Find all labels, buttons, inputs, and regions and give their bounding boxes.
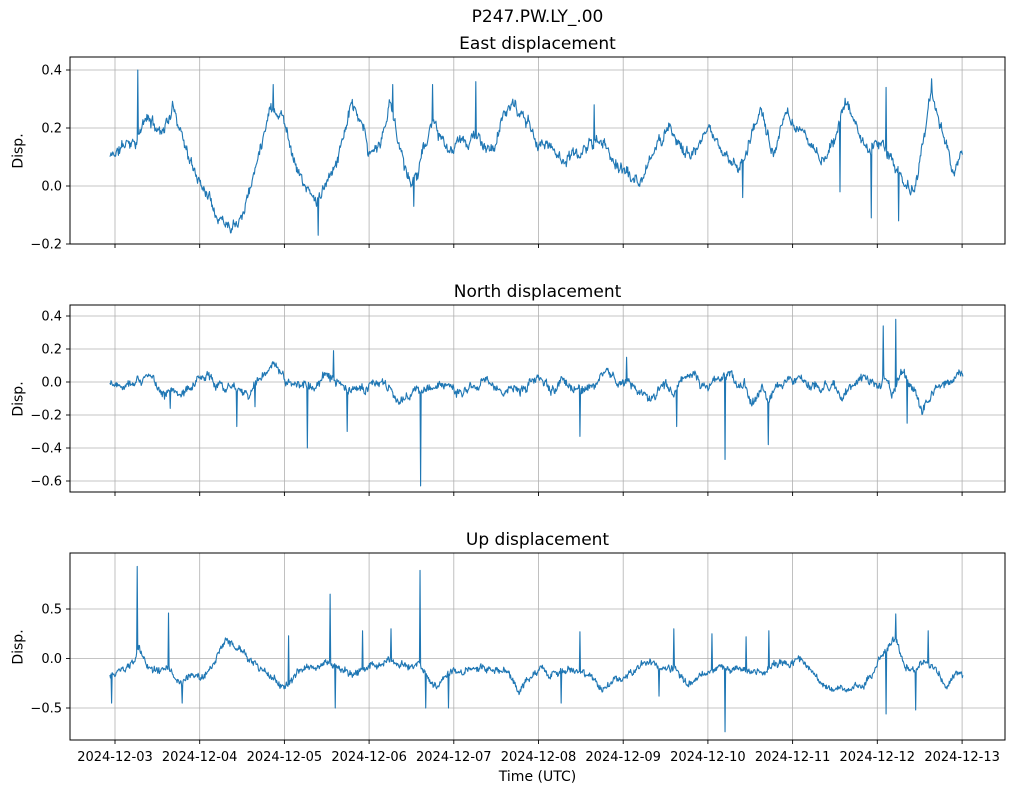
svg-text:0.2: 0.2 (41, 343, 62, 358)
y-axis-label-north: Disp. (2, 305, 36, 492)
svg-text:2024-12-11: 2024-12-11 (755, 750, 831, 765)
subplot-north: 0.4 0.2 0.0 −0.2 −0.4 −0.6 (30, 304, 1006, 496)
x-tick-labels: 2024-12-03 2024-12-04 2024-12-05 2024-12-06… (77, 750, 1000, 765)
grid-up (70, 553, 1005, 740)
svg-text:2024-12-03: 2024-12-03 (77, 750, 153, 765)
svg-text:2024-12-04: 2024-12-04 (162, 750, 238, 765)
y-axis-label-up: Disp. (2, 553, 36, 740)
tick-marks-up (66, 608, 963, 744)
subplot-title-north: North displacement (453, 282, 622, 302)
y-axis-label-text: Disp. (11, 380, 27, 417)
svg-text:2024-12-05: 2024-12-05 (247, 750, 323, 765)
svg-text:2024-12-12: 2024-12-12 (840, 750, 916, 765)
svg-text:−0.4: −0.4 (30, 441, 62, 456)
tick-marks-east (66, 69, 963, 248)
svg-text:0.0: 0.0 (41, 652, 62, 667)
svg-text:0.5: 0.5 (41, 603, 62, 618)
svg-text:0.0: 0.0 (41, 376, 62, 391)
svg-text:2024-12-06: 2024-12-06 (331, 750, 407, 765)
x-axis-label: Time (UTC) (498, 769, 577, 785)
subplot-title-up: Up displacement (465, 530, 610, 550)
trace-east (109, 69, 963, 236)
svg-text:2024-12-07: 2024-12-07 (416, 750, 492, 765)
svg-text:2024-12-10: 2024-12-10 (670, 750, 746, 765)
y-axis-label-text: Disp. (11, 628, 27, 665)
svg-text:−0.2: −0.2 (30, 238, 62, 253)
svg-text:−0.2: −0.2 (30, 408, 62, 423)
svg-text:0.4: 0.4 (41, 64, 62, 79)
tick-marks-north (66, 315, 963, 496)
subplot-title-east: East displacement (459, 34, 616, 54)
y-tick-labels-up: 0.5 0.0 −0.5 (30, 603, 62, 717)
grid-north (70, 305, 1005, 492)
svg-text:0.2: 0.2 (41, 122, 62, 137)
svg-text:2024-12-13: 2024-12-13 (924, 750, 1000, 765)
figure-suptitle: P247.PW.LY_.00 (471, 7, 604, 27)
y-axis-label-east: Disp. (2, 57, 36, 244)
y-tick-labels-north: 0.4 0.2 0.0 −0.2 −0.4 −0.6 (30, 310, 62, 490)
svg-text:2024-12-08: 2024-12-08 (501, 750, 577, 765)
y-tick-labels-east: 0.4 0.2 0.0 −0.2 (30, 64, 62, 253)
axes-border-north (69, 304, 1006, 493)
svg-text:−0.5: −0.5 (30, 702, 62, 717)
trace-north (109, 318, 964, 487)
y-axis-label-text: Disp. (11, 132, 27, 169)
subplot-east: 0.4 0.2 0.0 −0.2 (30, 56, 1006, 253)
axes-border-up (69, 552, 1006, 741)
svg-text:0.0: 0.0 (41, 180, 62, 195)
subplot-up: 0.5 0.0 −0.5 2024-12-03 2024-12-04 2024-12-05… (30, 552, 1006, 765)
axes-border-east (69, 56, 1006, 245)
svg-text:−0.6: −0.6 (30, 474, 62, 489)
svg-text:2024-12-09: 2024-12-09 (585, 750, 661, 765)
trace-up (109, 565, 964, 733)
svg-text:0.4: 0.4 (41, 310, 62, 325)
